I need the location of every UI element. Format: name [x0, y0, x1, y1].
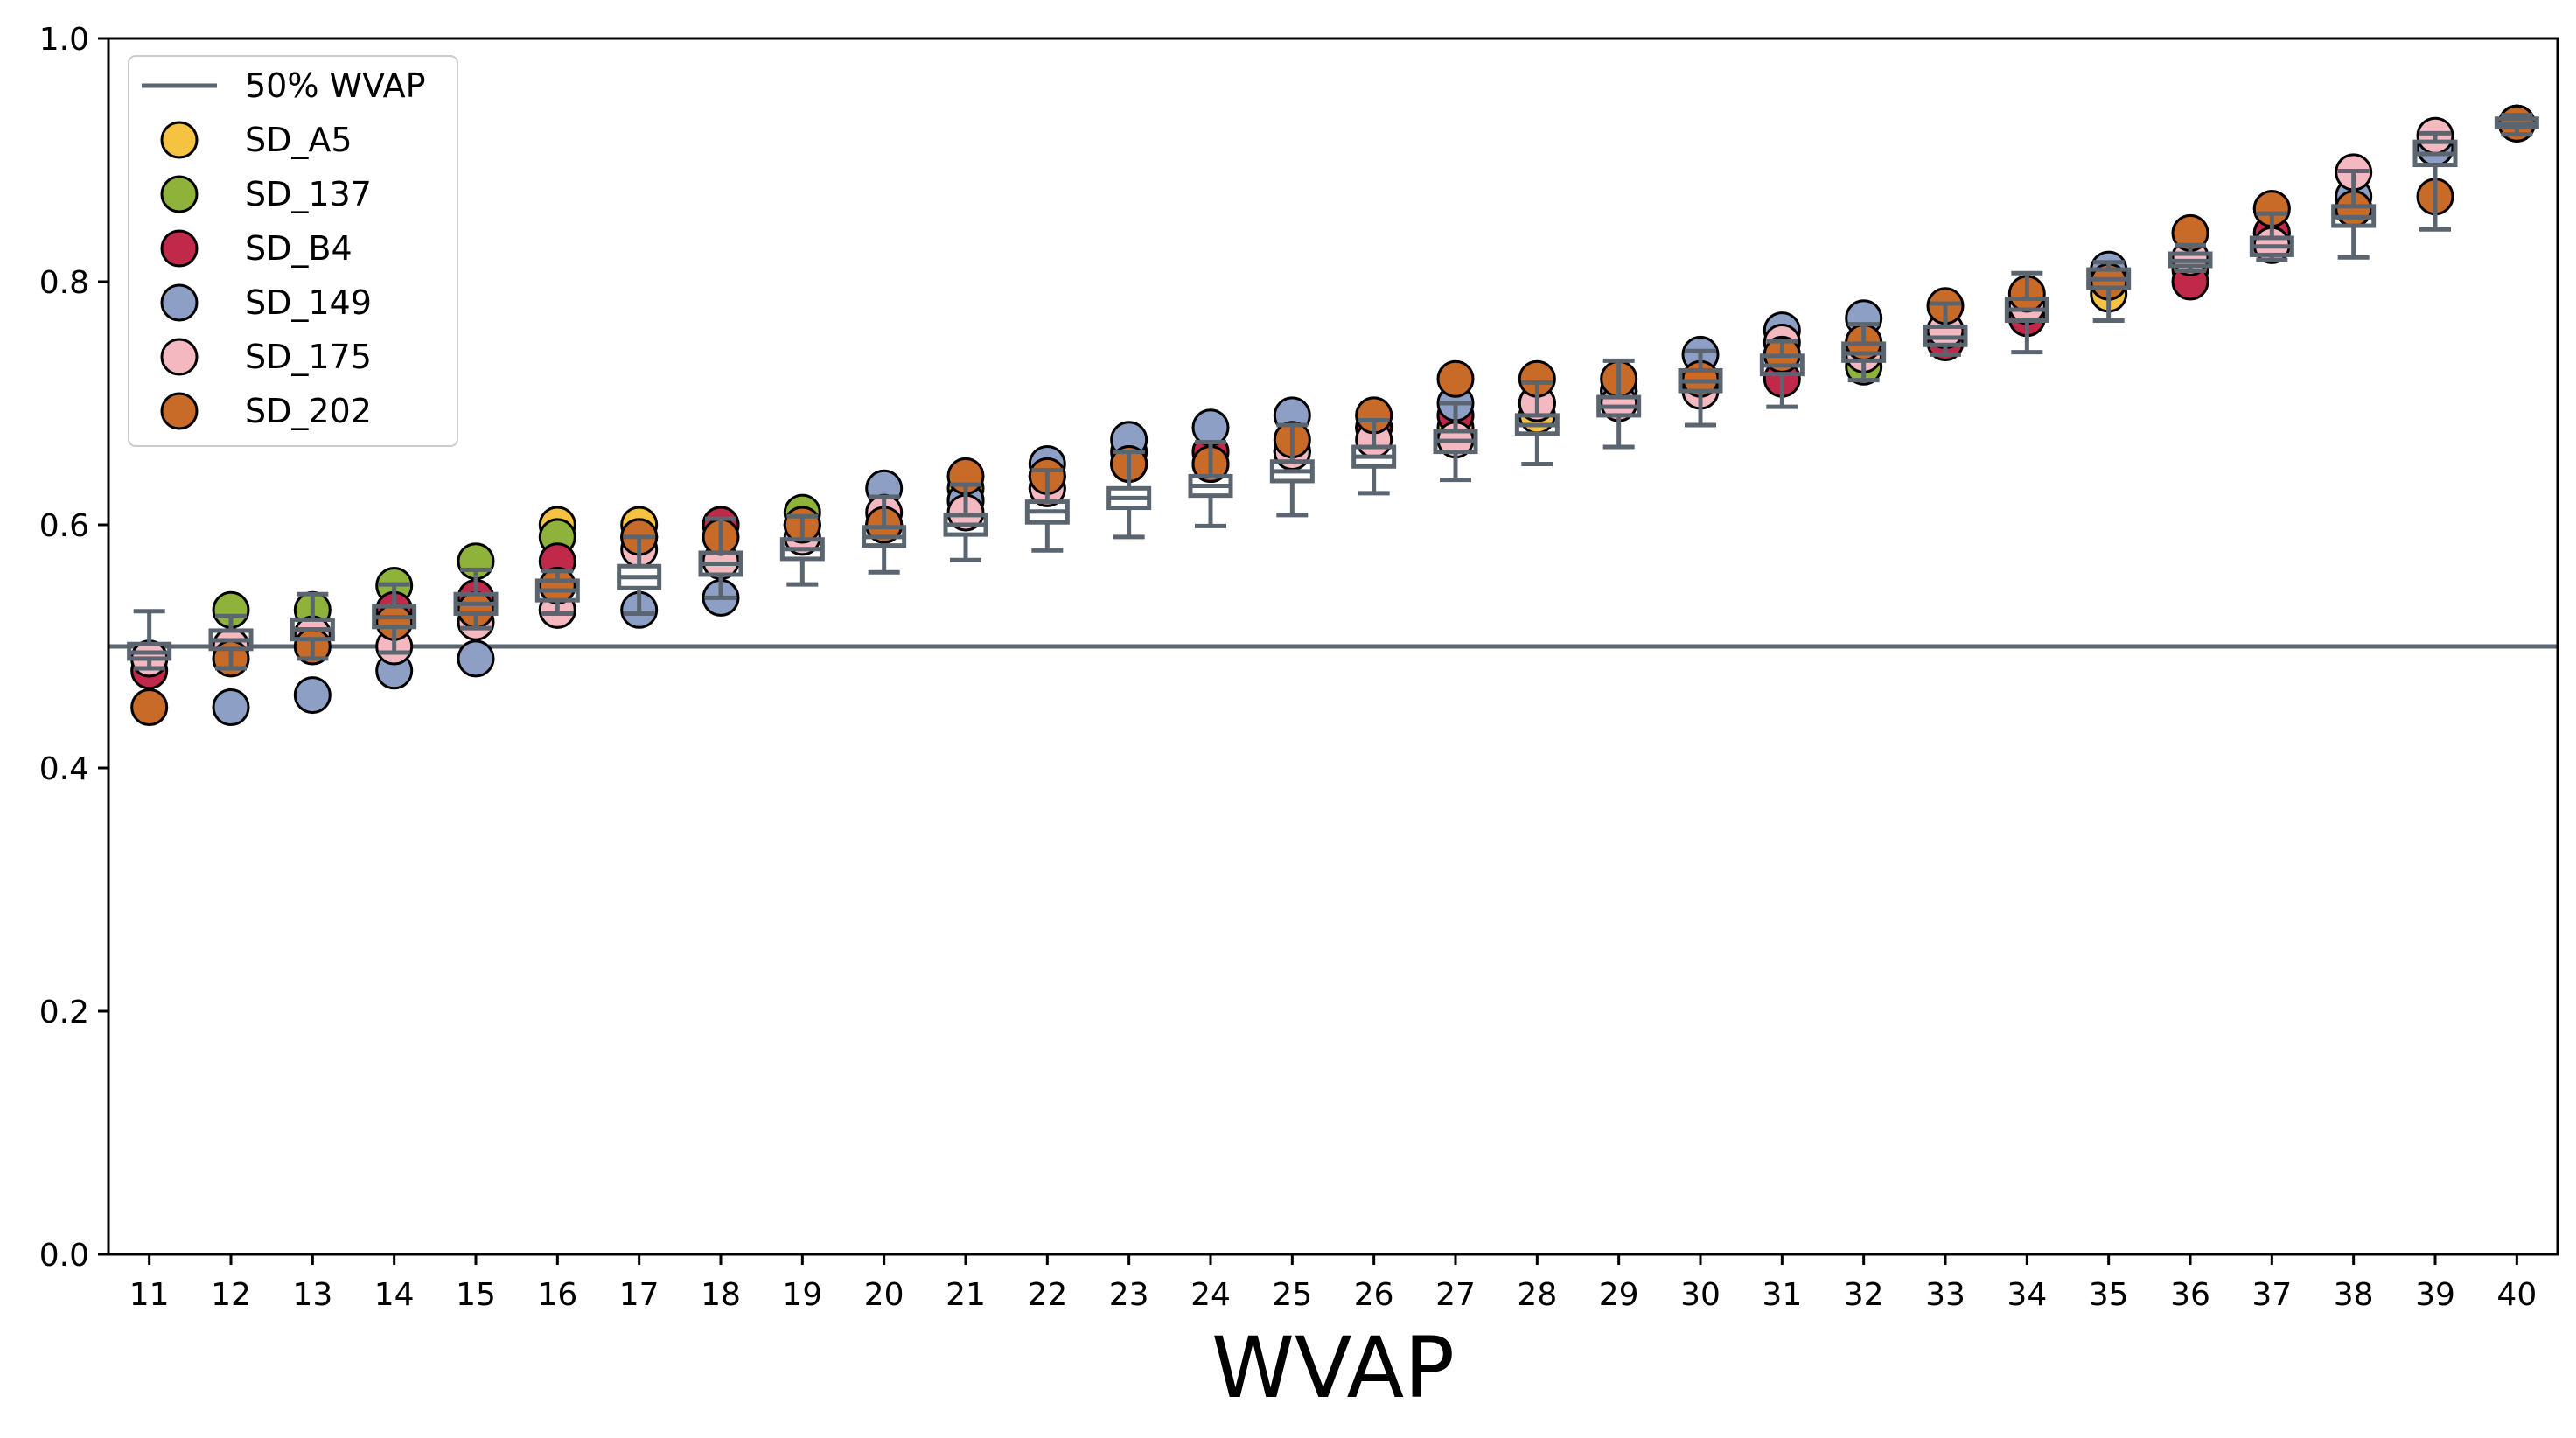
x-tick-label-14: 14 [374, 1277, 415, 1313]
x-tick-label-38: 38 [2334, 1277, 2374, 1313]
x-tick-label-29: 29 [1599, 1277, 1639, 1313]
x-tick-label-28: 28 [1517, 1277, 1557, 1313]
x-tick-label-12: 12 [211, 1277, 251, 1313]
point-sd-149-13 [293, 676, 332, 715]
legend-label-50-wvap: 50% WVAP [245, 66, 426, 105]
x-tick-label-34: 34 [2007, 1277, 2047, 1313]
x-tick-label-33: 33 [1925, 1277, 1965, 1313]
x-tick-label-25: 25 [1272, 1277, 1312, 1313]
x-tick-label-16: 16 [537, 1277, 577, 1313]
legend-marker-sd-b4 [160, 229, 199, 268]
x-tick-label-11: 11 [129, 1277, 170, 1313]
legend-marker-sd-137 [160, 175, 199, 213]
legend-frame [128, 55, 458, 447]
x-tick-label-40: 40 [2496, 1277, 2537, 1313]
legend-series-entries: SD_A5 SD_137 SD_B4 SD_149 SD_175 SD_202 [160, 121, 372, 430]
x-tick-label-37: 37 [2251, 1277, 2292, 1313]
x-tick-label-30: 30 [1680, 1277, 1721, 1313]
x-tick-label-20: 20 [864, 1277, 904, 1313]
axis-layer: 0.0 0.2 0.4 0.6 0.8 1.0 11 12 13 14 15 16 17 18 19 20 21… [39, 22, 2538, 1313]
legend-label-sd-175: SD_175 [245, 338, 372, 376]
x-tick-label-17: 17 [619, 1277, 660, 1313]
y-tick-label-0.6: 0.6 [39, 508, 89, 544]
x-axis-title: WVAP [1211, 1319, 1455, 1417]
legend-label-sd-a5: SD_A5 [245, 121, 353, 159]
y-tick-label-0.2: 0.2 [39, 995, 89, 1030]
x-tick-label-23: 23 [1109, 1277, 1149, 1313]
x-tick-label-18: 18 [701, 1277, 741, 1313]
x-tick-label-35: 35 [2089, 1277, 2129, 1313]
x-tick-label-32: 32 [1844, 1277, 1884, 1313]
x-tick-label-36: 36 [2170, 1277, 2210, 1313]
x-tick-label-22: 22 [1027, 1277, 1067, 1313]
legend-label-sd-202: SD_202 [245, 392, 372, 430]
legend-label-sd-b4: SD_B4 [245, 229, 353, 268]
point-sd-202-11 [130, 688, 169, 726]
point-sd-202-27 [1436, 360, 1475, 398]
x-tick-label-21: 21 [946, 1277, 986, 1313]
x-tick-label-39: 39 [2415, 1277, 2455, 1313]
plot-frame [107, 37, 2559, 1256]
x-tick-label-27: 27 [1435, 1277, 1476, 1313]
y-tick-label-0.4: 0.4 [39, 751, 89, 787]
y-tick-label-0.0: 0.0 [39, 1238, 89, 1274]
point-sd-149-12 [212, 688, 250, 726]
y-tick-label-1.0: 1.0 [39, 22, 89, 58]
x-tick-label-24: 24 [1190, 1277, 1231, 1313]
x-tick-label-15: 15 [456, 1277, 496, 1313]
legend-label-sd-137: SD_137 [245, 175, 372, 213]
plot-data-layer [108, 104, 2558, 726]
legend-marker-sd-149 [160, 283, 199, 322]
legend-marker-sd-175 [160, 338, 199, 376]
legend-marker-sd-a5 [160, 121, 199, 159]
legend-marker-sd-202 [160, 392, 199, 430]
y-tick-label-0.8: 0.8 [39, 265, 89, 301]
x-tick-label-26: 26 [1354, 1277, 1394, 1313]
x-tick-label-19: 19 [782, 1277, 822, 1313]
legend: 50% WVAP SD_A5SD_137SD_B4SD_149SD_175SD_… [128, 55, 458, 447]
legend-label-sd-149: SD_149 [245, 283, 372, 322]
point-sd-149-24 [1191, 408, 1230, 447]
point-sd-149-15 [457, 639, 495, 678]
x-tick-label-31: 31 [1762, 1277, 1802, 1313]
x-tick-label-13: 13 [292, 1277, 332, 1313]
